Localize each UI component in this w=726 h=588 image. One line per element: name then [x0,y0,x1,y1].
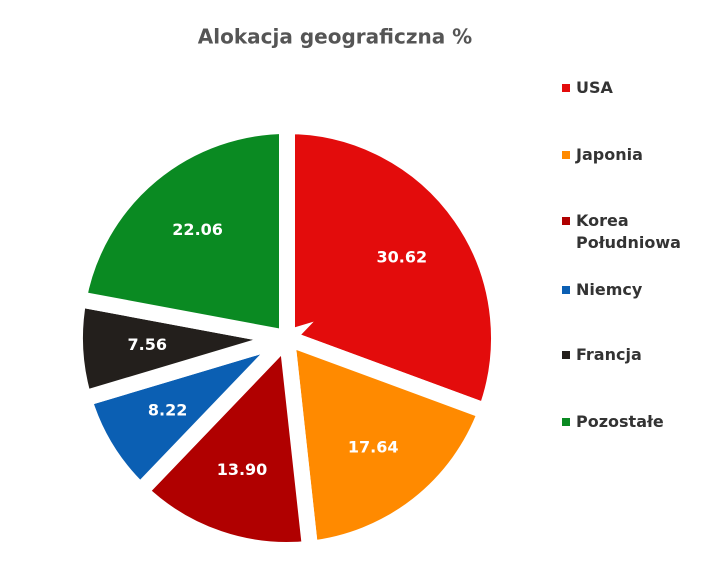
legend-swatch [562,286,570,294]
pie-slice [69,117,295,348]
slice-label: 7.56 [128,335,167,354]
legend-swatch [562,151,570,159]
legend-item: Francja [562,344,722,366]
legend-label: USA [576,78,613,97]
slice-label: 8.22 [148,400,187,419]
legend-label: Pozostałe [576,412,664,431]
slice-label: 30.62 [376,247,427,266]
pie-slice [277,326,497,558]
legend-item: USA [562,77,722,99]
legend-swatch [562,418,570,426]
slice-label: 17.64 [348,438,399,457]
legend-swatch [562,217,570,225]
slice-label: 22.06 [172,220,223,239]
legend-item: Japonia [562,144,722,166]
legend-label: Francja [576,345,642,364]
slice-label: 13.90 [217,460,268,479]
pie-slice [129,320,319,558]
legend-item: Niemcy [562,279,722,301]
legend-item: Korea Południowa [562,210,722,254]
pie-slice [279,117,507,422]
legend-label: Japonia [576,145,643,164]
legend-swatch [562,351,570,359]
legend-label: Korea Południowa [576,211,681,252]
chart-title: Alokacja geograficzna % [198,25,472,49]
legend-item: Pozostałe [562,411,722,433]
legend-label: Niemcy [576,280,643,299]
legend-swatch [562,84,570,92]
